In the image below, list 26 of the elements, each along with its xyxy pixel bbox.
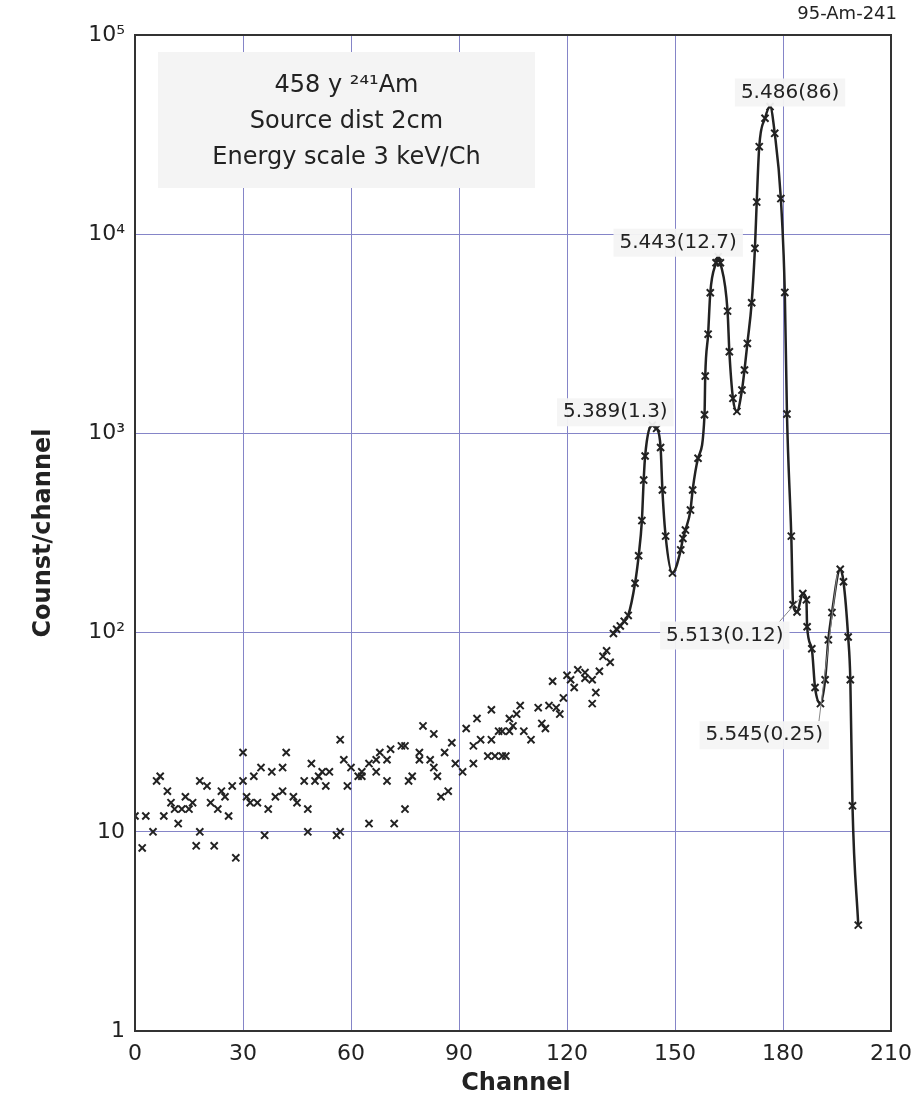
note-box: 458 y ²⁴¹Am Source dist 2cm Energy scale 3 keV/Ch (158, 52, 535, 188)
annotation: 458 y ²⁴¹Am (274, 69, 419, 100)
x-tick-label: 150 (654, 1039, 696, 1065)
annotation: 5.443(12.7) (619, 228, 737, 253)
y-tick-label: 10 (97, 817, 125, 843)
y-tick-label: 10³ (88, 419, 125, 445)
x-tick-label: 60 (337, 1039, 365, 1065)
y-tick-label: 10² (88, 618, 125, 644)
y-tick-label: 10⁴ (88, 219, 126, 245)
annotation: Energy scale 3 keV/Ch (212, 141, 481, 172)
x-tick-label: 180 (762, 1039, 804, 1065)
x-tick-label: 120 (546, 1039, 588, 1065)
y-tick-label: 1 (111, 1016, 125, 1042)
annotation: 5.545(0.25) (705, 721, 823, 746)
chart-title: 95-Am-241 (797, 2, 897, 23)
annotation: 5.486(86) (740, 78, 840, 103)
y-axis-title: Counst/channel (28, 428, 56, 638)
x-axis-title: Channel (460, 1068, 572, 1096)
x-tick-label: 30 (229, 1039, 257, 1065)
annotation: Source dist 2cm (249, 105, 444, 136)
annotation: 5.513(0.12) (666, 621, 784, 646)
x-tick-label: 0 (128, 1039, 142, 1065)
y-tick-label: 10⁵ (88, 20, 125, 46)
x-tick-label: 90 (445, 1039, 473, 1065)
x-tick-label: 210 (870, 1039, 912, 1065)
annotation: 5.389(1.3) (562, 398, 668, 423)
